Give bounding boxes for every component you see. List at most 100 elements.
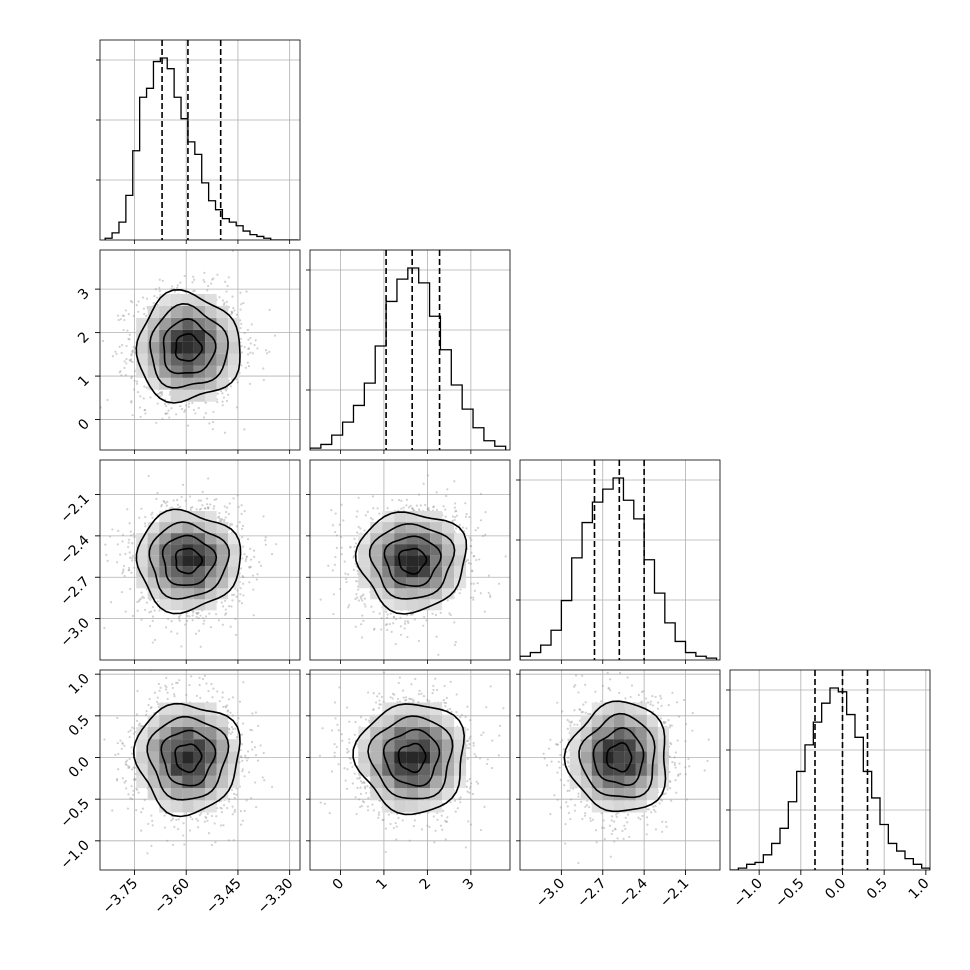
scatter-point <box>204 412 207 415</box>
scatter-point <box>338 523 341 526</box>
scatter-point <box>130 571 133 574</box>
histogram-step <box>310 267 507 450</box>
scatter-point <box>479 519 483 522</box>
scatter-point <box>189 508 192 512</box>
scatter-point <box>191 619 194 622</box>
scatter-point <box>170 630 173 633</box>
scatter-point <box>239 308 242 311</box>
density-block <box>136 353 148 366</box>
scatter-point <box>130 352 133 355</box>
scatter-point <box>175 413 178 416</box>
scatter-point <box>249 351 252 354</box>
scatter-point <box>240 344 243 348</box>
scatter-point <box>187 405 190 408</box>
scatter-point <box>249 558 253 561</box>
scatter-point <box>245 290 248 293</box>
scatter-point <box>160 505 163 508</box>
scatter-point <box>100 406 102 409</box>
density-block <box>216 329 229 342</box>
scatter-point <box>252 614 255 617</box>
scatter-point <box>240 303 243 306</box>
scatter-point <box>465 527 468 530</box>
scatter-point <box>334 512 337 515</box>
scatter-point <box>180 495 183 498</box>
scatter-point <box>216 273 219 276</box>
scatter-point <box>218 511 221 515</box>
density-block <box>159 365 171 378</box>
scatter-point <box>454 502 457 505</box>
density-block <box>193 544 206 556</box>
scatter-point <box>407 506 411 509</box>
density-block <box>205 555 217 567</box>
scatter-point <box>195 611 198 614</box>
density-block <box>136 577 148 589</box>
scatter-point <box>131 614 134 618</box>
scatter-point <box>164 412 168 415</box>
density-block <box>216 577 229 589</box>
histogram-step <box>520 477 718 660</box>
density-block <box>228 365 240 378</box>
scatter-point <box>191 401 194 404</box>
scatter-point <box>144 525 147 528</box>
scatter-point <box>245 557 248 561</box>
scatter-point <box>116 561 119 564</box>
scatter-point <box>135 303 138 307</box>
scatter-point <box>137 600 141 603</box>
density-block <box>136 555 148 567</box>
scatter-point <box>121 540 124 543</box>
density-block <box>205 365 217 378</box>
scatter-point <box>179 405 182 408</box>
scatter-point <box>240 351 244 354</box>
scatter-point <box>206 506 210 509</box>
density-block <box>205 377 217 390</box>
scatter-point <box>145 465 147 467</box>
scatter-point <box>497 582 501 585</box>
histogram-panel-0 <box>100 40 300 240</box>
scatter-point <box>468 515 471 519</box>
scatter-point <box>127 545 130 549</box>
scatter-point <box>183 410 186 413</box>
scatter-point <box>330 508 333 512</box>
scatter-point <box>240 504 243 507</box>
scatter-point <box>160 390 164 394</box>
scatter-point <box>221 400 224 403</box>
scatter-point <box>192 609 195 613</box>
scatter-point <box>247 365 251 368</box>
scatter-point <box>359 595 362 598</box>
density-block <box>147 341 160 354</box>
scatter-point <box>243 428 246 431</box>
scatter-point <box>140 597 143 600</box>
density-block <box>159 305 171 318</box>
scatter-point <box>458 523 461 527</box>
scatter-point <box>228 502 231 505</box>
scatter-point <box>152 301 155 305</box>
panel-frame <box>309 249 511 451</box>
scatter-point <box>176 632 179 635</box>
scatter-point <box>203 619 206 622</box>
scatter-point <box>168 416 171 419</box>
scatter-point <box>196 612 199 616</box>
scatter-point <box>373 627 376 630</box>
scatter-point <box>178 617 181 620</box>
density-block <box>228 329 240 342</box>
density-block <box>193 389 206 402</box>
contour-line <box>162 318 217 375</box>
density-block <box>205 544 217 556</box>
scatter-point <box>345 577 348 581</box>
scatter-point <box>427 509 430 512</box>
scatter-point <box>201 504 204 507</box>
scatter-point <box>156 303 159 307</box>
scatter-point <box>362 619 365 622</box>
scatter-point <box>217 515 221 518</box>
scatter-point <box>481 534 485 538</box>
scatter-point <box>193 289 196 292</box>
scatter-point <box>484 533 487 536</box>
scatter-point <box>406 614 409 617</box>
scatter-point <box>166 500 169 503</box>
scatter-point <box>151 511 154 514</box>
scatter-point <box>197 611 200 615</box>
scatter-point <box>195 615 198 619</box>
scatter-point <box>353 545 356 548</box>
scatter-point <box>451 515 455 518</box>
